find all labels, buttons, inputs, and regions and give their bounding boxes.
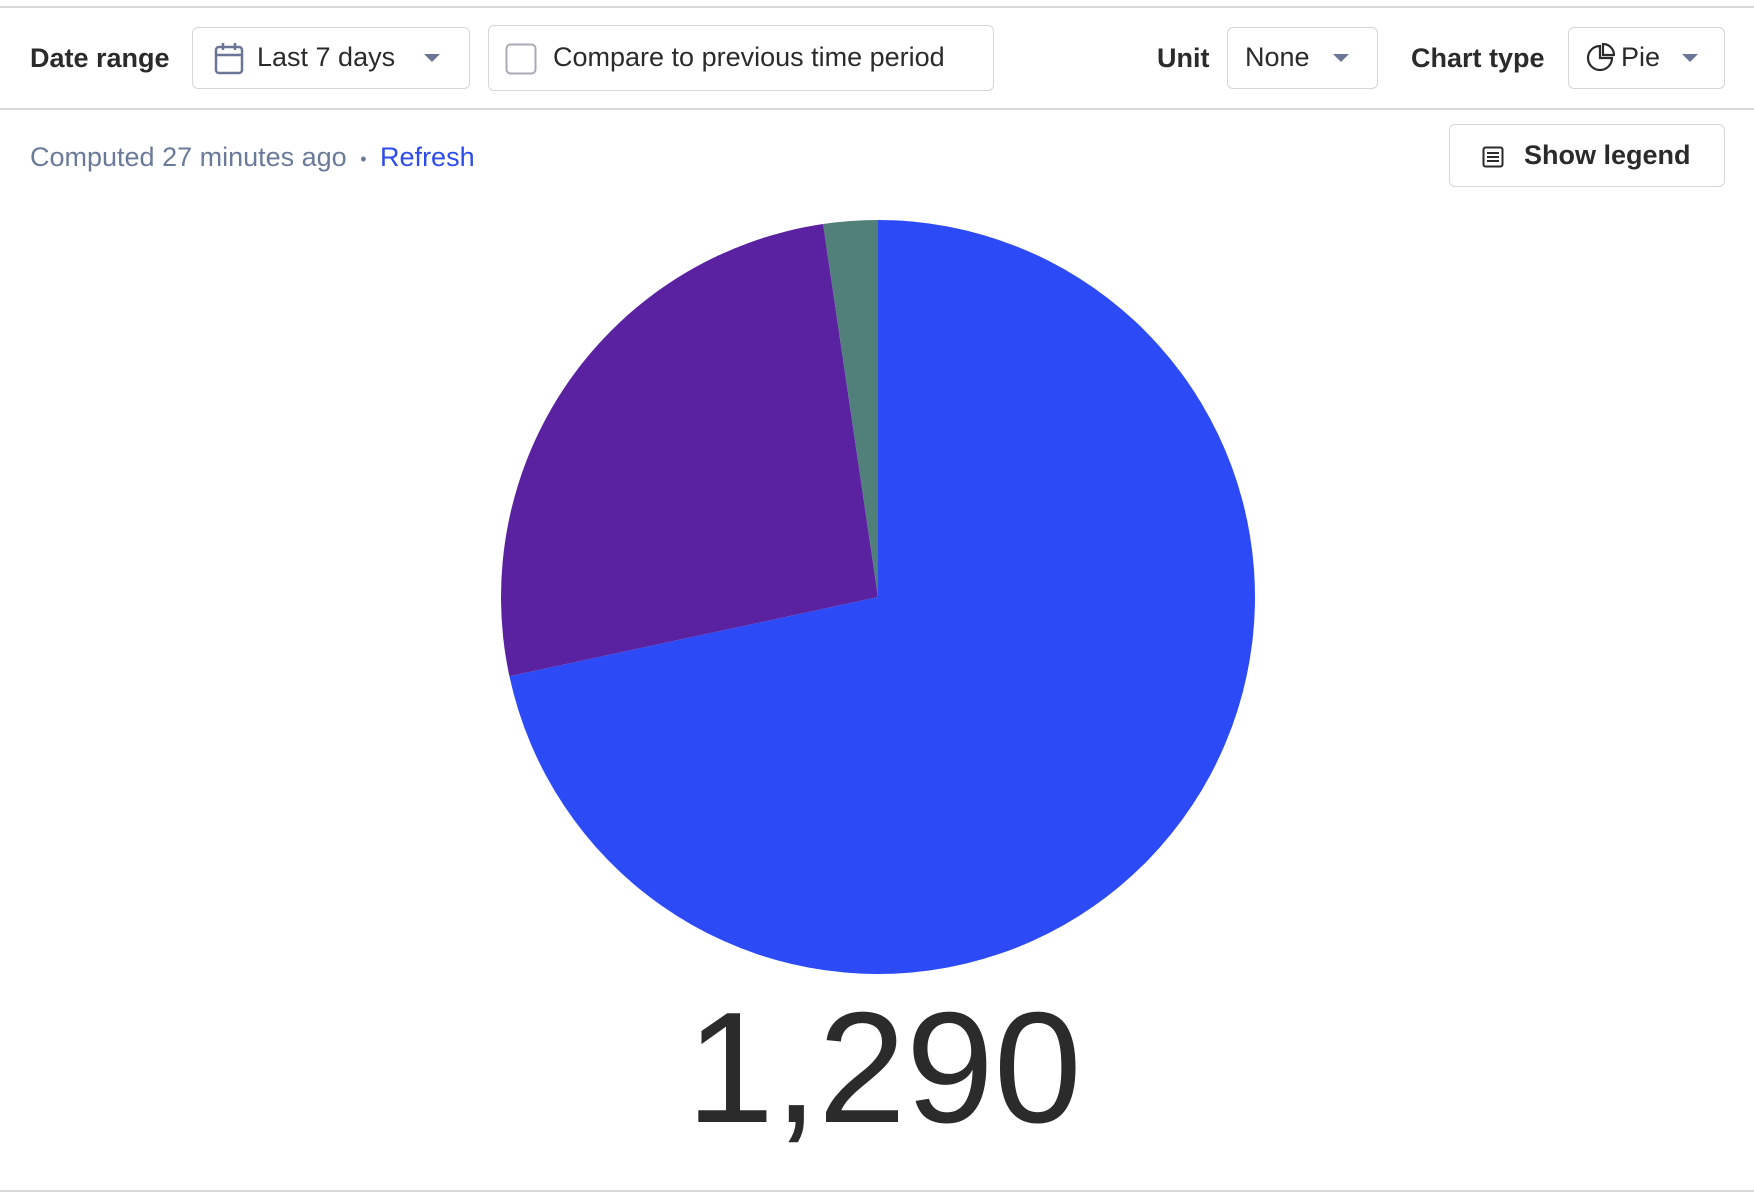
toolbar-divider — [0, 108, 1754, 110]
unit-value: None — [1245, 42, 1310, 72]
total-value: 1,290 — [686, 980, 1081, 1156]
date-range-dropdown[interactable]: Last 7 days — [192, 27, 470, 89]
date-range-value: Last 7 days — [257, 42, 396, 72]
compare-label: Compare to previous time period — [553, 42, 945, 72]
legend-icon — [1482, 146, 1504, 168]
separator: • — [360, 148, 367, 169]
calendar-icon — [214, 43, 244, 75]
chart: 1,290 — [501, 220, 1255, 1156]
chart-type-label: Chart type — [1411, 43, 1545, 73]
top-border — [0, 6, 1754, 8]
refresh-link[interactable]: Refresh — [380, 142, 475, 172]
caret — [1333, 54, 1349, 62]
compare-checkbox[interactable]: Compare to previous time period — [488, 25, 994, 91]
bottom-border — [0, 1190, 1754, 1192]
date-range-label: Date range — [30, 43, 170, 73]
computed-text: Computed 27 minutes ago — [30, 142, 347, 172]
unit-dropdown[interactable]: None — [1227, 27, 1378, 89]
pie-slice — [823, 220, 878, 597]
checkbox — [505, 43, 537, 75]
status-line: Computed 27 minutes ago • Refresh — [30, 141, 475, 175]
pie-icon — [1586, 43, 1615, 72]
pie-slice — [509, 220, 1255, 974]
pie-slice — [501, 224, 878, 677]
chart-type-value: Pie — [1621, 42, 1661, 72]
unit-label: Unit — [1157, 43, 1210, 73]
chart-type-dropdown[interactable]: Pie — [1568, 27, 1725, 89]
show-legend-label: Show legend — [1524, 140, 1691, 170]
caret — [1682, 54, 1698, 62]
show-legend-button[interactable]: Show legend — [1449, 124, 1725, 187]
caret — [424, 54, 440, 62]
